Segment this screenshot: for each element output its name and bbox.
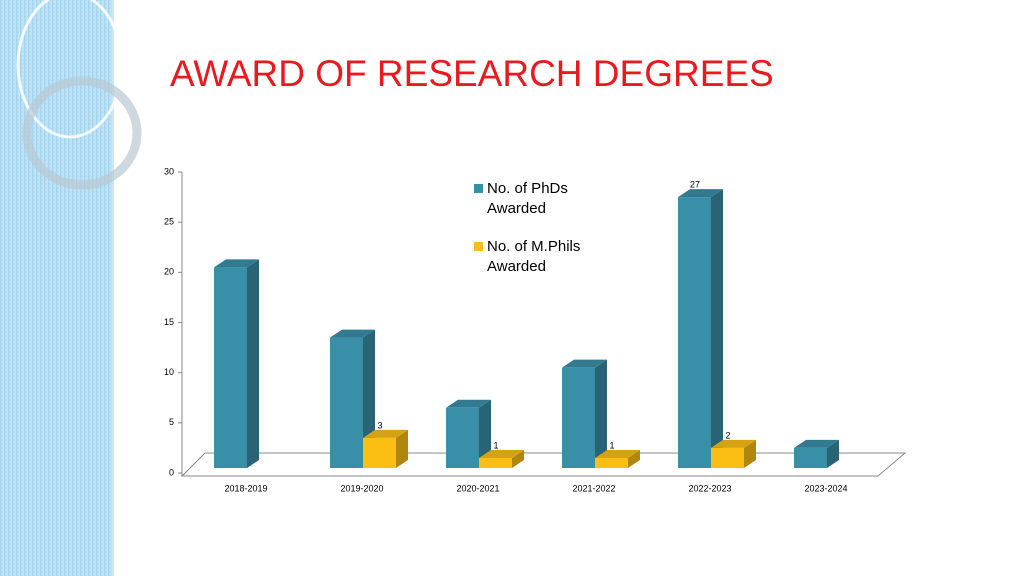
bar-top	[330, 329, 375, 338]
y-tick-label: 0	[169, 467, 174, 477]
x-tick-label: 2018-2019	[224, 483, 267, 493]
y-tick-label: 25	[164, 217, 174, 227]
x-tick-label: 2020-2021	[456, 483, 499, 493]
decor-ring	[22, 76, 142, 190]
bar-front	[711, 447, 744, 468]
x-tick-label: 2019-2020	[340, 483, 383, 493]
bar-side	[512, 449, 524, 468]
bar-side	[628, 449, 640, 468]
data-label: 1	[609, 440, 614, 450]
bar-top	[595, 449, 640, 458]
chart-title: AWARD OF RESEARCH DEGREES	[170, 53, 774, 94]
y-tick-label: 10	[164, 367, 174, 377]
bar-front	[214, 267, 247, 468]
y-tick-label: 15	[164, 317, 174, 327]
legend-label: No. of PhDs Awarded	[487, 180, 568, 217]
bar-side	[711, 189, 723, 468]
x-tick-label: 2022-2023	[688, 483, 731, 493]
bar-front	[446, 407, 479, 468]
chart: 0 5 10 15 20 25 30 2018-2019 2019-2020 3 2020-2021…	[164, 166, 907, 493]
bar-front	[479, 457, 512, 468]
bar-front	[562, 367, 595, 468]
bar-top	[711, 439, 756, 448]
legend-swatch	[474, 242, 483, 251]
x-tick-label: 2023-2024	[804, 483, 847, 493]
bar-front	[363, 437, 396, 468]
bar-side	[827, 439, 839, 468]
bar-top	[446, 399, 491, 408]
bar-front	[794, 447, 827, 468]
side-strip	[0, 0, 113, 576]
legend-label: No. of M.Phils Awarded	[487, 238, 580, 275]
floor	[180, 452, 907, 477]
bar-front	[330, 337, 363, 468]
data-label: 3	[377, 420, 382, 430]
bar-top	[794, 439, 839, 448]
data-label: 27	[690, 179, 700, 189]
bar-front	[678, 197, 711, 468]
bar-top	[479, 449, 524, 458]
bar-side	[247, 259, 259, 468]
data-label: 2	[725, 430, 730, 440]
bar-top	[214, 259, 259, 268]
bar-top	[678, 189, 723, 198]
bar-side	[595, 359, 607, 468]
y-tick-label: 20	[164, 267, 174, 277]
y-tick-label: 30	[164, 166, 174, 176]
bar-side	[479, 399, 491, 468]
decor-ring	[16, 0, 124, 139]
data-label: 1	[493, 440, 498, 450]
bar-side	[396, 429, 408, 468]
bar-front	[595, 457, 628, 468]
legend-swatch	[474, 184, 483, 193]
x-tick-label: 2021-2022	[572, 483, 615, 493]
bar-top	[562, 359, 607, 368]
bar-top	[363, 429, 408, 438]
bar-side	[744, 439, 756, 468]
y-tick-label: 5	[169, 417, 174, 427]
